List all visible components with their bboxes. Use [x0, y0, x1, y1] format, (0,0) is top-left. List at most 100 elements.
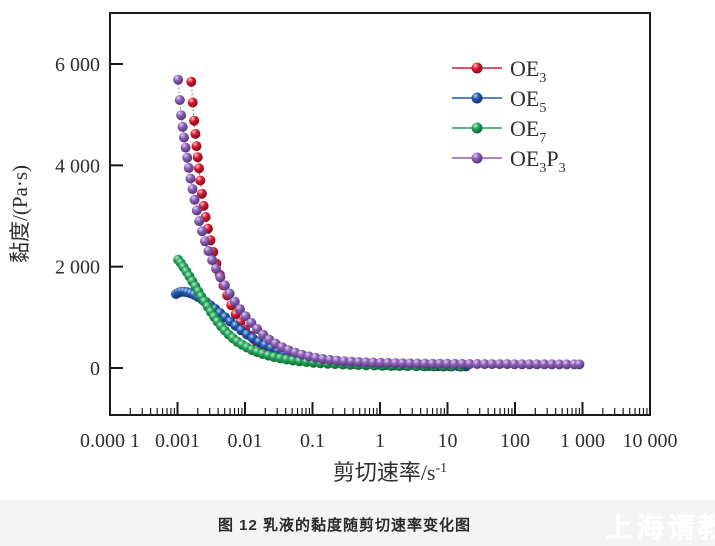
x-tick-label: 10 000: [623, 430, 678, 452]
data-point: [360, 357, 371, 368]
data-point: [524, 359, 535, 370]
data-point: [574, 359, 585, 370]
data-point: [185, 173, 196, 184]
legend-marker-icon: [471, 92, 483, 104]
data-point: [509, 359, 520, 370]
y-tick-label: 0: [90, 358, 100, 380]
data-point: [194, 163, 204, 174]
y-axis-ticks: 0 2 000 4 000 6 000: [55, 54, 123, 380]
caption-bar: 图 12 乳液的黏度随剪切速率变化图 上海请教: [0, 500, 715, 546]
data-point: [412, 358, 423, 369]
data-point: [531, 359, 542, 370]
data-point: [207, 255, 218, 266]
x-tick-label: 10: [438, 430, 458, 452]
watermark: 上海请教: [604, 512, 715, 543]
data-point: [442, 358, 453, 369]
x-tick-label: 1: [375, 430, 385, 452]
data-point: [539, 359, 550, 370]
data-point: [464, 359, 475, 369]
data-point: [487, 359, 498, 370]
figure-caption: 图 12 乳液的黏度随剪切速率变化图: [218, 517, 472, 534]
data-point: [186, 76, 197, 87]
data-point: [189, 115, 200, 126]
data-point: [427, 358, 438, 369]
data-point: [554, 359, 565, 370]
data-point: [200, 236, 211, 247]
data-point: [346, 356, 357, 367]
legend-label: OE5: [510, 86, 546, 116]
data-point: [235, 304, 245, 315]
legend-label: OE3P3: [510, 146, 566, 176]
data-point: [224, 288, 235, 299]
data-point: [229, 296, 240, 307]
data-point: [215, 272, 226, 283]
legend-label: OE7: [510, 116, 546, 146]
legend-entry-OE3P3: OE3P3: [452, 146, 566, 176]
data-point: [196, 188, 207, 199]
x-tick-label: 1 000: [560, 430, 605, 452]
data-point: [191, 141, 202, 152]
data-point: [189, 194, 200, 205]
y-axis-title: 黏度/(Pa·s): [8, 165, 32, 263]
data-point: [434, 358, 445, 369]
y-tick-label: 4 000: [55, 155, 100, 177]
data-point: [192, 152, 203, 163]
legend-marker-icon: [471, 122, 483, 134]
x-tick-label: 100: [500, 430, 530, 452]
x-tick-label: 0.001: [155, 430, 200, 452]
data-point: [211, 263, 221, 274]
y-tick-label: 2 000: [55, 257, 100, 279]
y-tick-label: 6 000: [55, 54, 100, 76]
plot-frame: [109, 12, 651, 416]
data-point: [173, 74, 184, 85]
data-point: [187, 184, 198, 195]
x-axis-minor-ticks: [129, 408, 648, 414]
data-point: [397, 358, 408, 369]
data-point: [405, 358, 416, 369]
data-point: [183, 162, 194, 173]
series-OE3P3: [173, 74, 585, 370]
x-tick-label: 0.01: [228, 430, 263, 452]
data-point: [457, 358, 468, 369]
data-point: [240, 311, 251, 322]
legend-entry-OE7: OE7: [452, 116, 546, 146]
data-point: [332, 355, 342, 366]
data-point: [561, 359, 572, 370]
data-point: [339, 356, 350, 367]
legend-entry-OE3: OE3: [452, 56, 546, 86]
legend-entry-OE5: OE5: [452, 86, 546, 116]
data-point: [191, 205, 202, 216]
data-point: [203, 246, 214, 256]
data-point: [546, 359, 557, 370]
data-point: [197, 226, 207, 237]
data-point: [174, 95, 185, 105]
data-point: [176, 110, 187, 121]
data-point: [180, 142, 191, 153]
data-point: [375, 357, 386, 368]
data-point: [179, 132, 189, 143]
data-point: [517, 359, 527, 370]
legend-label: OE3: [510, 56, 546, 86]
data-point: [502, 359, 513, 370]
data-point: [479, 359, 490, 370]
data-point: [382, 357, 393, 368]
data-point: [187, 97, 198, 108]
data-point: [353, 357, 364, 367]
x-axis-ticks: 0.000 1 0.001 0.01 0.1 1 10 100 1 000 10 000: [80, 402, 678, 452]
data-point: [195, 175, 206, 186]
chart-canvas: 0.000 1 0.001 0.01 0.1 1 10 100 1 000 10 000 0 2 0…: [8, 12, 678, 485]
data-point: [182, 152, 193, 163]
x-tick-label: 0.1: [300, 430, 325, 452]
legend-marker-icon: [471, 152, 483, 164]
data-point: [219, 280, 230, 291]
data-point: [449, 358, 460, 369]
legend-marker-icon: [471, 62, 483, 74]
data-point: [419, 358, 430, 369]
data-point: [190, 128, 201, 139]
data-point: [194, 216, 205, 227]
data-point: [494, 359, 505, 370]
data-point: [390, 358, 401, 369]
data-point: [472, 359, 483, 369]
